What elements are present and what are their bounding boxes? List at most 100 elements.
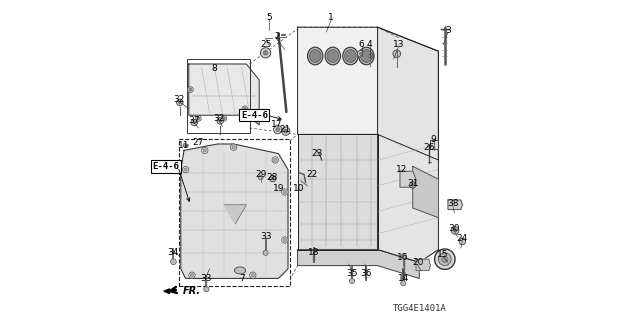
Circle shape bbox=[221, 116, 227, 121]
Bar bbox=[187, 59, 250, 133]
Ellipse shape bbox=[327, 50, 339, 62]
Circle shape bbox=[170, 259, 177, 265]
Circle shape bbox=[264, 51, 268, 55]
Polygon shape bbox=[224, 205, 246, 224]
Ellipse shape bbox=[344, 50, 356, 62]
Circle shape bbox=[191, 119, 198, 126]
Bar bbox=[179, 139, 290, 286]
Text: 26: 26 bbox=[423, 143, 435, 152]
Circle shape bbox=[230, 144, 237, 150]
Text: 1: 1 bbox=[328, 13, 334, 22]
Ellipse shape bbox=[361, 50, 372, 62]
Circle shape bbox=[182, 166, 189, 173]
Text: 12: 12 bbox=[396, 165, 407, 174]
Polygon shape bbox=[298, 27, 438, 160]
Ellipse shape bbox=[310, 50, 321, 62]
Circle shape bbox=[250, 272, 256, 278]
Text: 16: 16 bbox=[397, 253, 409, 262]
Circle shape bbox=[202, 147, 208, 154]
Circle shape bbox=[451, 227, 459, 234]
Circle shape bbox=[276, 128, 280, 132]
Circle shape bbox=[271, 177, 274, 180]
Circle shape bbox=[274, 158, 277, 162]
Text: 29: 29 bbox=[255, 170, 266, 179]
Circle shape bbox=[272, 157, 278, 163]
Circle shape bbox=[366, 52, 373, 60]
Text: 3: 3 bbox=[445, 26, 451, 35]
Circle shape bbox=[189, 88, 192, 91]
Circle shape bbox=[179, 101, 181, 104]
Text: 36: 36 bbox=[361, 269, 372, 278]
Circle shape bbox=[269, 175, 276, 182]
Text: 7: 7 bbox=[239, 274, 244, 283]
Circle shape bbox=[282, 189, 288, 195]
Text: 18: 18 bbox=[308, 248, 319, 257]
Circle shape bbox=[401, 281, 406, 286]
Circle shape bbox=[242, 106, 248, 112]
Circle shape bbox=[283, 190, 287, 194]
Text: 27: 27 bbox=[193, 138, 204, 147]
Text: FR.: FR. bbox=[183, 286, 201, 296]
Text: 9: 9 bbox=[431, 135, 436, 144]
Polygon shape bbox=[298, 134, 378, 250]
Circle shape bbox=[197, 117, 200, 120]
Circle shape bbox=[368, 54, 371, 58]
Circle shape bbox=[273, 125, 282, 134]
Polygon shape bbox=[189, 64, 259, 125]
Text: 31: 31 bbox=[407, 180, 419, 188]
Text: 37: 37 bbox=[188, 116, 199, 124]
Text: 38: 38 bbox=[447, 199, 458, 208]
Circle shape bbox=[460, 238, 466, 245]
Circle shape bbox=[183, 143, 187, 147]
Text: 32: 32 bbox=[173, 95, 185, 104]
Circle shape bbox=[191, 274, 193, 277]
Text: 15: 15 bbox=[438, 250, 449, 259]
Text: 19: 19 bbox=[273, 184, 284, 193]
Polygon shape bbox=[181, 144, 288, 278]
Text: 22: 22 bbox=[307, 170, 317, 179]
Bar bbox=[430, 140, 438, 149]
Circle shape bbox=[259, 175, 263, 180]
Text: 33: 33 bbox=[201, 274, 212, 283]
Text: 8: 8 bbox=[212, 64, 217, 73]
Text: 30: 30 bbox=[449, 224, 460, 233]
Text: 35: 35 bbox=[346, 269, 358, 278]
Circle shape bbox=[252, 274, 255, 277]
Text: 2: 2 bbox=[274, 32, 280, 41]
Text: 32: 32 bbox=[214, 114, 225, 123]
Circle shape bbox=[438, 253, 451, 266]
Circle shape bbox=[283, 238, 287, 242]
Circle shape bbox=[393, 50, 401, 58]
Circle shape bbox=[282, 237, 288, 243]
Ellipse shape bbox=[325, 47, 340, 65]
Text: 17: 17 bbox=[271, 120, 282, 129]
Polygon shape bbox=[378, 27, 438, 262]
Polygon shape bbox=[298, 250, 419, 278]
Circle shape bbox=[188, 87, 193, 92]
Circle shape bbox=[204, 287, 209, 292]
Polygon shape bbox=[448, 200, 462, 210]
Text: TGG4E1401A: TGG4E1401A bbox=[393, 304, 447, 313]
Circle shape bbox=[219, 120, 221, 122]
Text: E-4-6: E-4-6 bbox=[241, 111, 268, 120]
Text: 6: 6 bbox=[359, 40, 364, 49]
Text: 11: 11 bbox=[179, 141, 189, 150]
Circle shape bbox=[260, 48, 271, 58]
Ellipse shape bbox=[358, 47, 374, 65]
Circle shape bbox=[412, 184, 414, 186]
Circle shape bbox=[244, 108, 246, 110]
Text: 10: 10 bbox=[294, 184, 305, 193]
Circle shape bbox=[435, 249, 455, 269]
Circle shape bbox=[284, 129, 288, 133]
Text: 23: 23 bbox=[311, 149, 323, 158]
Text: 33: 33 bbox=[260, 232, 271, 241]
Ellipse shape bbox=[307, 47, 323, 65]
Text: 25: 25 bbox=[260, 40, 271, 49]
Polygon shape bbox=[413, 166, 438, 218]
Circle shape bbox=[177, 99, 183, 106]
Circle shape bbox=[349, 278, 355, 284]
Text: 14: 14 bbox=[397, 274, 409, 283]
Circle shape bbox=[360, 52, 363, 55]
Text: E-4-6: E-4-6 bbox=[152, 162, 179, 171]
Ellipse shape bbox=[234, 267, 246, 274]
